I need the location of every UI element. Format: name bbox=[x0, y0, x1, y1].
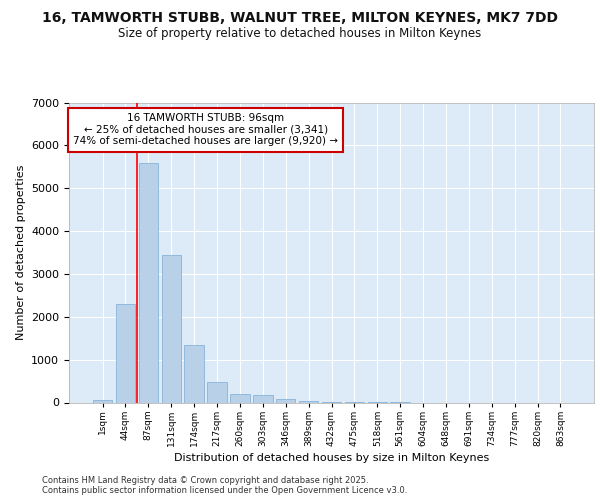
X-axis label: Distribution of detached houses by size in Milton Keynes: Distribution of detached houses by size … bbox=[174, 453, 489, 463]
Bar bbox=[208, 382, 227, 402]
Bar bbox=[253, 395, 272, 402]
Bar bbox=[161, 254, 181, 402]
Text: Contains HM Land Registry data © Crown copyright and database right 2025.
Contai: Contains HM Land Registry data © Crown c… bbox=[42, 476, 407, 495]
Bar bbox=[93, 400, 112, 402]
Bar bbox=[139, 162, 158, 402]
Bar bbox=[116, 304, 135, 402]
Text: Size of property relative to detached houses in Milton Keynes: Size of property relative to detached ho… bbox=[118, 28, 482, 40]
Bar bbox=[230, 394, 250, 402]
Bar bbox=[184, 344, 204, 403]
Y-axis label: Number of detached properties: Number of detached properties bbox=[16, 165, 26, 340]
Bar bbox=[299, 401, 319, 402]
Text: 16, TAMWORTH STUBB, WALNUT TREE, MILTON KEYNES, MK7 7DD: 16, TAMWORTH STUBB, WALNUT TREE, MILTON … bbox=[42, 12, 558, 26]
Bar bbox=[276, 399, 295, 402]
Text: 16 TAMWORTH STUBB: 96sqm
← 25% of detached houses are smaller (3,341)
74% of sem: 16 TAMWORTH STUBB: 96sqm ← 25% of detach… bbox=[73, 113, 338, 146]
